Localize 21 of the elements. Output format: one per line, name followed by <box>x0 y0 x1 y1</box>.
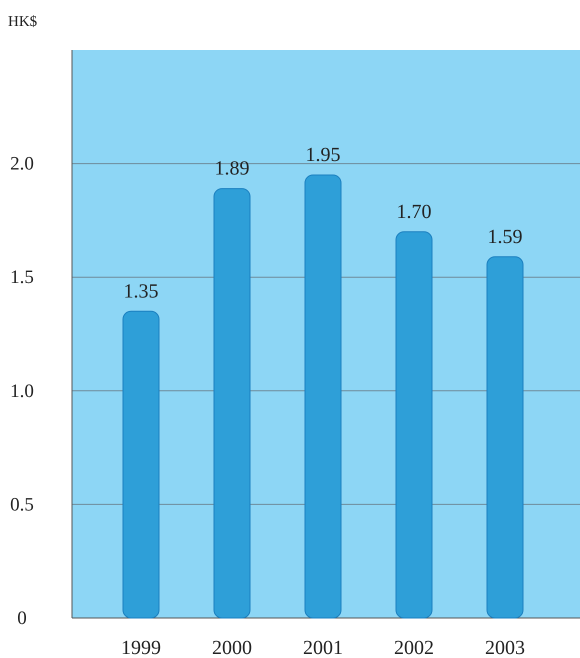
y-tick-label: 1.5 <box>10 267 34 288</box>
y-tick-label: 0 <box>17 608 27 629</box>
x-tick-label: 2001 <box>303 637 343 658</box>
data-label: 1.59 <box>488 226 522 248</box>
bar <box>486 256 524 618</box>
bar <box>304 174 342 618</box>
y-tick-label: 0.5 <box>10 494 34 516</box>
x-tick-label: 2000 <box>212 637 252 658</box>
data-label: 1.70 <box>396 200 432 223</box>
x-tick-label: 2003 <box>485 637 525 658</box>
bar <box>214 188 250 618</box>
x-tick-label: 1999 <box>121 637 161 658</box>
data-label: 1.35 <box>124 280 158 302</box>
y-tick-label: 2.0 <box>10 154 34 175</box>
y-axis-title: HK$ <box>8 14 38 30</box>
y-tick-label: 1.0 <box>10 380 34 402</box>
data-label: 1.89 <box>214 158 250 180</box>
data-label: 1.95 <box>306 144 340 166</box>
bar <box>122 310 160 618</box>
x-tick-label: 2002 <box>394 637 434 658</box>
bar <box>396 231 432 618</box>
